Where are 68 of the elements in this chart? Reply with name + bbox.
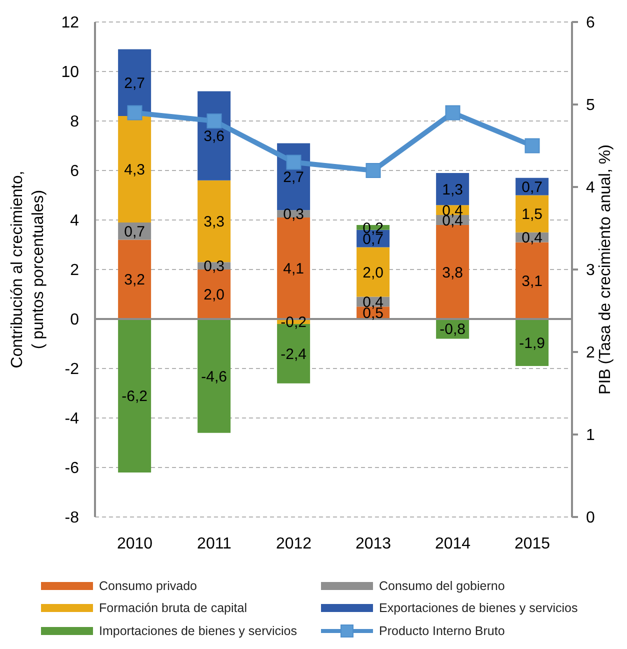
data-label: 2,7 — [283, 169, 304, 186]
y-tick-label: 0 — [70, 312, 80, 329]
data-label: -2,4 — [280, 346, 306, 363]
legend-label: Consumo del gobierno — [379, 579, 505, 593]
x-tick-label: 2012 — [276, 535, 312, 552]
data-label: -0,8 — [440, 321, 466, 338]
bar — [198, 319, 231, 433]
y-tick-label: 8 — [70, 114, 80, 131]
data-label: 2,7 — [124, 74, 145, 92]
y2-tick-label: 1 — [586, 427, 595, 444]
bar — [436, 172, 470, 206]
legend-label: Exportaciones de bienes y servicios — [379, 601, 578, 616]
y2-axis-title: PIB (Tasa de crecimiento anual, %) — [597, 144, 614, 394]
data-label: -4,6 — [201, 368, 227, 386]
data-label: 3,3 — [204, 214, 224, 231]
legend-label: Producto Interno Bruto — [379, 624, 505, 638]
legend-label: Formación bruta de capital — [99, 601, 247, 616]
data-label: 2,0 — [204, 286, 224, 304]
y-tick-label: 6 — [70, 163, 80, 180]
legend-label: Consumo privado — [99, 579, 197, 593]
y-tick-label: -2 — [64, 361, 80, 378]
bar — [118, 116, 152, 222]
data-label: 3,1 — [522, 272, 542, 290]
y-axis-title: Contribución al crecimiento, ( puntos porcentuales) — [9, 170, 47, 368]
data-label: 1,5 — [522, 206, 542, 224]
data-label: 1,3 — [442, 181, 463, 198]
y-tick-label: 2 — [70, 262, 80, 280]
y2-tick-label: 6 — [586, 14, 595, 32]
y-tick-label: -4 — [64, 410, 80, 428]
data-label: 0,7 — [522, 178, 542, 196]
y2-tick-label: 4 — [586, 180, 595, 197]
point — [445, 105, 460, 120]
bar — [118, 240, 152, 319]
y-tick-label: -6 — [64, 460, 80, 478]
data-label: 4,3 — [124, 162, 145, 179]
x-tick-label: 2015 — [514, 535, 550, 552]
point — [127, 105, 142, 120]
x-tick-label: 2010 — [116, 535, 153, 552]
bar — [356, 247, 390, 297]
bar — [198, 180, 231, 262]
y2-tick-label: 5 — [586, 97, 595, 114]
y-tick-label: 10 — [61, 64, 80, 82]
y-tick-label: -8 — [64, 510, 80, 527]
data-label: 0,7 — [124, 223, 145, 240]
x-tick-label: 2011 — [197, 535, 232, 552]
bar — [118, 319, 152, 472]
data-label: 2,0 — [362, 264, 384, 282]
data-label: 3,6 — [204, 128, 224, 146]
x-tick-label: 2013 — [355, 535, 392, 552]
data-label: -1,9 — [519, 334, 545, 352]
point — [366, 163, 381, 178]
x-tick-label: 2014 — [434, 535, 471, 552]
bar — [516, 195, 549, 232]
y2-tick-label: 3 — [586, 262, 595, 280]
y2-tick-label: 2 — [586, 344, 595, 362]
point — [286, 154, 302, 170]
y-tick-label: 12 — [61, 14, 80, 32]
data-label: -6,2 — [122, 388, 148, 406]
y2-tick-label: 0 — [586, 510, 595, 527]
point — [524, 138, 540, 154]
data-label: 3,8 — [442, 264, 463, 282]
data-label: 4,1 — [283, 260, 304, 278]
legend-label: Importaciones de bienes y servicios — [99, 624, 298, 638]
point — [206, 114, 222, 128]
data-label: 3,2 — [124, 272, 145, 289]
bar — [516, 319, 549, 366]
y-tick-label: 4 — [70, 212, 80, 230]
data-label: 0,4 — [522, 230, 542, 247]
